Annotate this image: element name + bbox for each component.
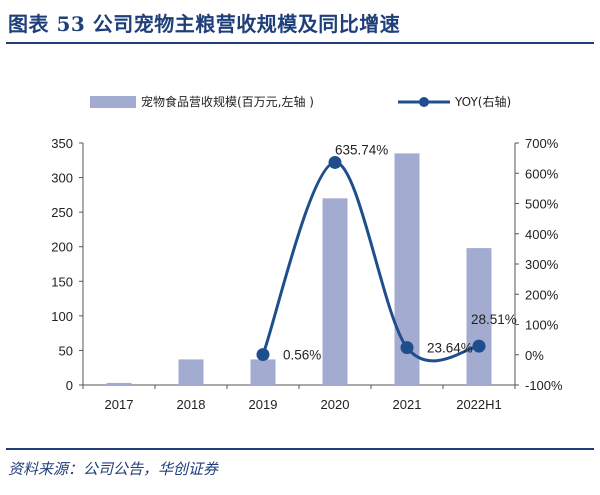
y-right-tick-label: 700% — [525, 136, 559, 151]
legend-bar-swatch — [90, 96, 136, 108]
x-tick-label: 2017 — [105, 397, 134, 412]
x-tick-label: 2018 — [177, 397, 206, 412]
y-right-tick-label: 300% — [525, 257, 559, 272]
legend-bar-label: 宠物食品营收规模(百万元,左轴 ) — [141, 94, 314, 109]
x-tick-label: 2019 — [249, 397, 278, 412]
yoy-point-2019 — [256, 348, 270, 362]
y-left-tick-label: 0 — [66, 378, 73, 393]
bar-2020 — [322, 198, 348, 385]
figure-title: 图表 53 公司宠物主粮营收规模及同比增速 — [8, 12, 401, 36]
chart: 宠物食品营收规模(百万元,左轴 ) YOY(右轴) 0 50 100 150 200 25… — [51, 94, 563, 412]
legend: 宠物食品营收规模(百万元,左轴 ) YOY(右轴) — [90, 94, 511, 109]
y-right-tick-label: 400% — [525, 227, 559, 242]
y-right-tick-label: 500% — [525, 197, 559, 212]
bar-series — [106, 153, 492, 385]
x-tick-label: 2021 — [393, 397, 422, 412]
data-labels: 0.56% 635.74% 23.64% 28.51% — [283, 142, 517, 362]
yoy-label-2021: 23.64% — [427, 341, 473, 356]
line-series — [256, 155, 486, 363]
yoy-point-2022H1 — [472, 339, 486, 353]
bar-2019 — [250, 359, 276, 385]
legend-line-marker — [419, 97, 429, 107]
y-left-tick-label: 100 — [51, 309, 73, 324]
y-left-tick-label: 150 — [51, 274, 73, 289]
bar-2017 — [106, 382, 132, 385]
x-tick-label: 2020 — [321, 397, 350, 412]
bar-2022H1 — [466, 248, 492, 385]
y-left-tick-label: 300 — [51, 171, 73, 186]
y-left-tick-label: 350 — [51, 136, 73, 151]
yoy-label-2022H1: 28.51% — [471, 312, 517, 327]
axes: 0 50 100 150 200 250 300 350 -100% 0% 100% 200% 300%… — [51, 136, 563, 412]
y-right-tick-label: 600% — [525, 166, 559, 181]
yoy-label-2020: 635.74% — [335, 142, 388, 157]
y-left-tick-label: 50 — [59, 343, 73, 358]
y-right-tick-label: 200% — [525, 287, 559, 302]
bar-2018 — [178, 359, 204, 385]
yoy-label-2019: 0.56% — [283, 348, 321, 363]
legend-line-label: YOY(右轴) — [454, 94, 511, 109]
y-right-tick-label: 0% — [525, 348, 544, 363]
y-left-tick-label: 250 — [51, 205, 73, 220]
yoy-point-2020 — [328, 155, 342, 169]
yoy-line — [261, 160, 480, 363]
source-note: 资料来源：公司公告，华创证券 — [8, 460, 219, 478]
x-tick-label: 2022H1 — [456, 397, 502, 412]
y-right-tick-label: -100% — [525, 378, 563, 393]
yoy-point-2021 — [400, 341, 414, 355]
y-left-tick-label: 200 — [51, 240, 73, 255]
title-divider — [6, 42, 594, 44]
source-divider — [6, 448, 594, 450]
y-right-tick-label: 100% — [525, 318, 559, 333]
